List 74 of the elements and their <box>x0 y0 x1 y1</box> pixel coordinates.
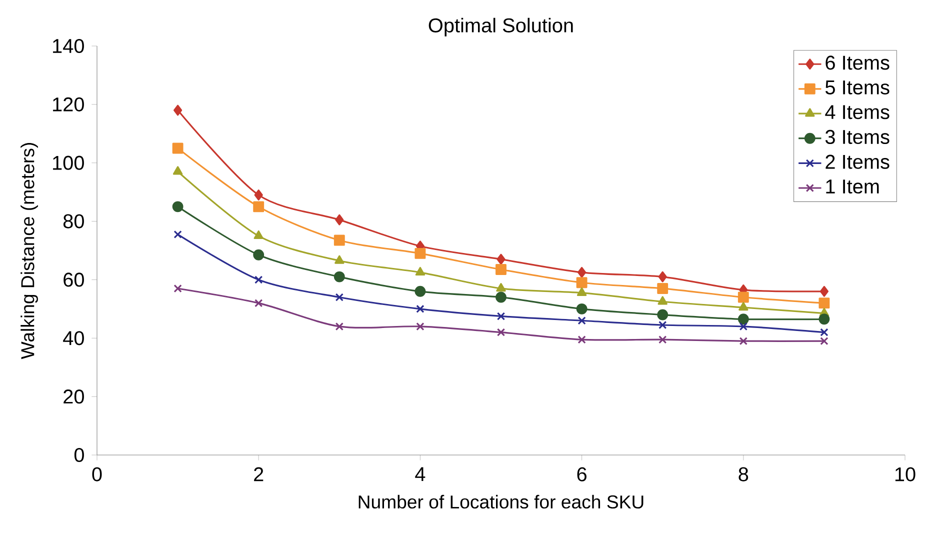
point <box>738 292 749 303</box>
point <box>576 277 588 288</box>
point <box>253 201 264 212</box>
point <box>416 304 424 314</box>
point <box>174 284 182 293</box>
point <box>820 286 829 297</box>
legend-label: 2 Items <box>826 154 890 169</box>
point <box>578 336 586 344</box>
y-tick-label: 120 <box>53 97 84 112</box>
point <box>254 298 263 308</box>
point <box>174 104 182 116</box>
point <box>496 283 506 292</box>
point <box>739 322 748 331</box>
point <box>415 266 426 276</box>
x-tick-label: 10 <box>895 467 916 482</box>
chart-title: Optimal Solution <box>428 18 573 36</box>
point <box>818 314 830 325</box>
x-tick-label: 6 <box>577 467 586 482</box>
y-tick-label: 140 <box>53 38 84 54</box>
point <box>658 271 667 282</box>
legend-label: 5 Items <box>825 80 890 94</box>
y-tick-label: 80 <box>63 214 84 228</box>
point <box>172 201 184 212</box>
point <box>254 276 263 284</box>
point <box>657 283 668 294</box>
point <box>335 322 344 331</box>
point <box>658 336 667 344</box>
x-tick-label: 8 <box>738 467 748 482</box>
legend-label: 1 Item <box>826 180 879 194</box>
point <box>576 287 587 296</box>
y-tick-label: 0 <box>74 448 84 462</box>
point <box>576 303 588 314</box>
y-tick-label: 40 <box>63 331 84 346</box>
point <box>334 255 344 264</box>
y-axis-title: Walking Distance (meters) <box>20 143 38 360</box>
point <box>820 336 828 346</box>
point <box>578 266 586 278</box>
point <box>254 230 264 240</box>
point <box>496 328 506 336</box>
point <box>253 249 264 260</box>
legend-label: 6 Items <box>826 56 890 70</box>
point <box>738 302 748 311</box>
point <box>254 190 263 200</box>
point <box>658 320 667 330</box>
y-tick-label: 100 <box>53 156 84 170</box>
point <box>172 166 183 175</box>
point <box>496 312 506 320</box>
point <box>174 230 182 239</box>
point <box>496 254 506 265</box>
point <box>414 286 426 297</box>
y-tick-label: 20 <box>64 390 84 404</box>
x-tick-label: 4 <box>415 467 426 481</box>
point <box>657 309 668 320</box>
point <box>496 292 506 303</box>
legend-label: 4 Items <box>825 105 890 120</box>
legend-label: 3 Items <box>825 130 890 144</box>
point <box>739 336 748 346</box>
point <box>335 293 344 302</box>
point <box>658 296 668 305</box>
point <box>416 322 424 331</box>
point <box>334 234 345 246</box>
point <box>172 142 184 154</box>
point <box>578 316 586 325</box>
point <box>818 298 830 309</box>
point <box>414 248 426 259</box>
point <box>496 264 506 275</box>
x-axis-title: Number of Locations for each SKU <box>358 494 644 509</box>
y-tick-label: 60 <box>64 272 84 287</box>
point <box>334 271 345 282</box>
x-tick-label: 0 <box>92 467 102 482</box>
point <box>738 314 749 325</box>
x-tick-label: 2 <box>254 467 264 482</box>
point <box>820 328 828 336</box>
point <box>335 214 344 226</box>
